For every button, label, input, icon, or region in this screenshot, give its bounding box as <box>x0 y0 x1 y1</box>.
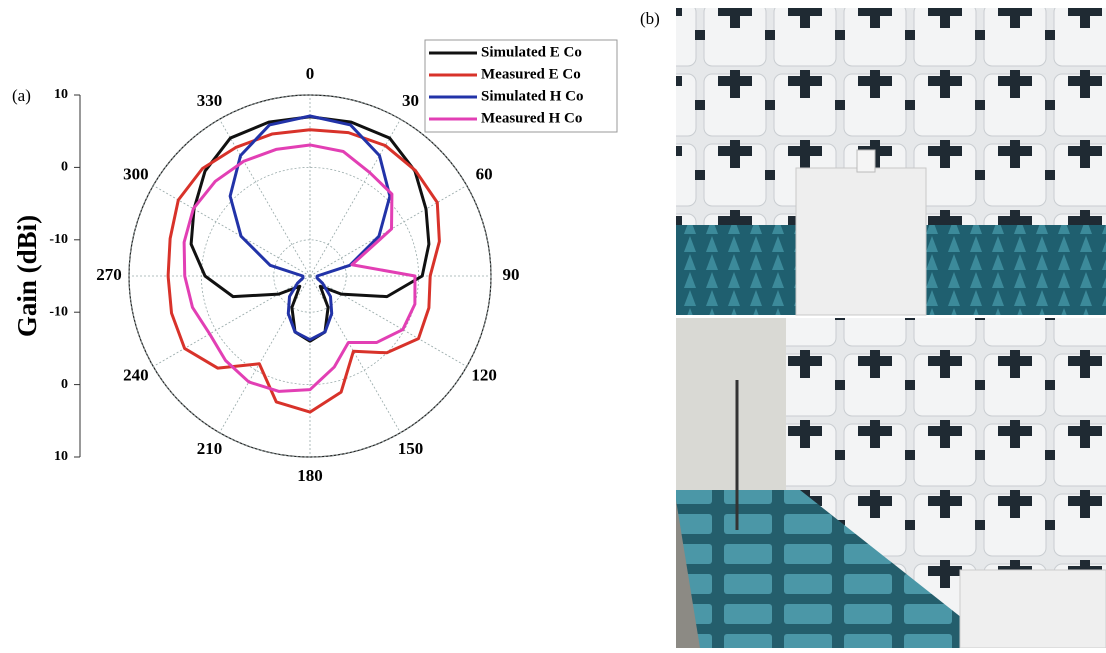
theta-tick-label: 0 <box>306 64 315 83</box>
theta-tick-label: 120 <box>471 365 497 384</box>
theta-tick-label: 90 <box>503 265 520 284</box>
r-tick-label: -10 <box>49 232 68 247</box>
r-tick-label: 0 <box>61 160 68 175</box>
theta-tick-label: 60 <box>476 164 493 183</box>
theta-tick-label: 330 <box>197 91 223 110</box>
grid-spoke <box>310 276 401 433</box>
series-line <box>184 145 415 391</box>
r-tick-label: 0 <box>61 377 68 392</box>
legend-label: Simulated E Co <box>481 44 582 60</box>
figure: (a) (b) Gain (dBi) -10 -10 0 0 10 10 0 30 60 90 12… <box>0 0 1106 648</box>
series-line <box>168 130 439 412</box>
legend-label: Simulated H Co <box>481 88 584 104</box>
photo-top <box>676 8 1106 315</box>
legend-label: Measured E Co <box>481 66 581 82</box>
grid-spoke <box>153 276 310 367</box>
theta-tick-label: 240 <box>123 365 149 384</box>
photo-bottom <box>676 318 1106 648</box>
theta-tick-label: 270 <box>96 265 122 284</box>
theta-tick-label: 150 <box>398 439 424 458</box>
page: (a) (b) Gain (dBi) -10 -10 0 0 10 10 0 30 60 90 12… <box>0 0 1106 648</box>
theta-tick-label: 30 <box>402 91 419 110</box>
grid-spoke <box>310 119 401 276</box>
grid-spoke <box>220 119 311 276</box>
theta-tick-label: 180 <box>297 466 323 485</box>
theta-tick-label: 210 <box>197 439 223 458</box>
r-tick-label: -10 <box>49 304 68 319</box>
r-tick-label: 10 <box>54 449 68 464</box>
panel-label: (b) <box>640 9 660 28</box>
panel-label: (a) <box>12 86 31 105</box>
axis-title: Gain (dBi) <box>12 215 42 337</box>
theta-tick-label: 300 <box>123 164 149 183</box>
r-tick-label: 10 <box>54 87 68 102</box>
legend-label: Measured H Co <box>481 110 582 126</box>
